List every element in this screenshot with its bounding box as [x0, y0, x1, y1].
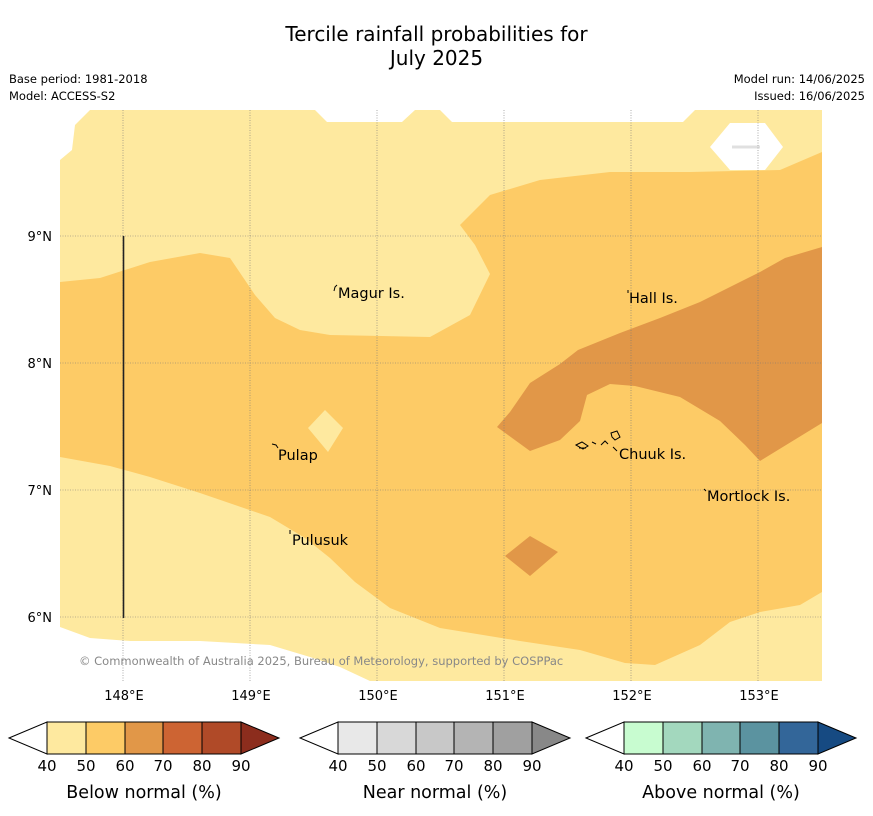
colorbar-segment — [453, 721, 494, 755]
region-no-signal-top — [440, 110, 695, 122]
colorbar-tick: 70 — [444, 757, 463, 775]
colorbar-below-normal: 40 50 60 70 80 90 Below normal (%) — [7, 721, 281, 803]
colorbar-tick: 50 — [76, 757, 95, 775]
colorbar-segment — [778, 721, 819, 755]
region-no-signal-top — [315, 110, 415, 122]
place-label-chuuk: Chuuk Is. — [619, 447, 686, 463]
x-tick-150e: 150°E — [358, 689, 398, 704]
colorbar-arrow-low — [7, 721, 48, 755]
region-no-signal-bottom — [60, 627, 370, 681]
place-label-pulusuk: Pulusuk — [292, 533, 349, 549]
x-tick-152e: 152°E — [612, 689, 652, 704]
colorbar-segment — [662, 721, 703, 755]
colorbar-caption: Near normal (%) — [363, 783, 508, 803]
colorbar-tick: 50 — [367, 757, 386, 775]
colorbar-tick: 70 — [730, 757, 749, 775]
probability-field: Magur Is. Hall Is. Pulap Chuuk Is. Mortl… — [60, 110, 822, 681]
colorbar-tick: 90 — [231, 757, 250, 775]
x-tick-151e: 151°E — [485, 689, 525, 704]
colorbar-above-normal: 40 50 60 70 80 90 Above normal (%) — [584, 721, 858, 803]
colorbar-tick: 40 — [614, 757, 633, 775]
model-name: Model: ACCESS-S2 — [9, 89, 116, 103]
x-tick-149e: 149°E — [231, 689, 271, 704]
copyright-notice: © Commonwealth of Australia 2025, Bureau… — [79, 654, 563, 668]
colorbar-tick: 60 — [692, 757, 711, 775]
model-info: Base period: 1981-2018 Model: ACCESS-S2 — [9, 71, 148, 105]
colorbar-segment — [415, 721, 455, 755]
y-axis-ticks: 9°N 8°N 7°N 6°N — [28, 230, 53, 626]
colorbar-tick: 80 — [483, 757, 502, 775]
colorbar-segment — [201, 721, 242, 755]
colorbar-near-normal: 40 50 60 70 80 90 Near normal (%) — [298, 721, 572, 803]
island-pulap-outline — [271, 443, 279, 449]
region-no-signal-top — [60, 110, 90, 160]
colorbar-segment — [701, 721, 741, 755]
colorbar-tick: 40 — [328, 757, 347, 775]
island-chuuk-outline — [574, 430, 621, 452]
colorbar-arrow-high — [817, 721, 858, 755]
y-tick-8n: 8°N — [28, 357, 53, 372]
graticule — [60, 110, 822, 681]
x-tick-148e: 148°E — [104, 689, 144, 704]
colorbar-segment — [85, 721, 126, 755]
colorbar-arrow-high — [531, 721, 572, 755]
place-label-mortlock: Mortlock Is. — [707, 489, 790, 505]
region-below-60-70-patch — [505, 536, 558, 576]
place-label-magur: Magur Is. — [338, 286, 405, 302]
colorbar-tick: 40 — [37, 757, 56, 775]
colorbar-segment — [623, 721, 664, 755]
map-title: Tercile rainfall probabilities for July … — [0, 22, 873, 70]
title-line-1: Tercile rainfall probabilities for — [285, 22, 588, 46]
colorbar-tick: 80 — [769, 757, 788, 775]
colorbar-arrow-high — [240, 721, 281, 755]
place-label-hall: Hall Is. — [629, 291, 678, 307]
island-outlines — [271, 284, 707, 534]
y-tick-9n: 9°N — [28, 230, 53, 245]
title-line-2: July 2025 — [389, 46, 484, 70]
region-below-60-70 — [497, 247, 822, 461]
colorbar-tick: 80 — [192, 757, 211, 775]
colorbar-arrow-low — [298, 721, 339, 755]
colorbar-segment — [376, 721, 417, 755]
colorbar-arrow-low — [584, 721, 625, 755]
island-magur-outline — [333, 284, 338, 292]
colorbar-tick: 70 — [153, 757, 172, 775]
base-period: Base period: 1981-2018 — [9, 72, 148, 86]
colorbar-tick: 60 — [115, 757, 134, 775]
model-run-date: Model run: 14/06/2025 — [733, 72, 865, 86]
run-info: Model run: 14/06/2025 Issued: 16/06/2025 — [734, 71, 865, 105]
colorbar-tick: 50 — [653, 757, 672, 775]
y-tick-7n: 7°N — [28, 484, 53, 499]
colorbar-caption: Above normal (%) — [642, 783, 800, 803]
colorbar-segment — [739, 721, 780, 755]
x-axis-ticks: 148°E 149°E 150°E 151°E 152°E 153°E — [104, 689, 779, 704]
colorbar-segment — [162, 721, 203, 755]
colorbar-tick: 60 — [406, 757, 425, 775]
colorbar-segment — [124, 721, 164, 755]
colorbar-caption: Below normal (%) — [66, 783, 221, 803]
colorbar-segment — [492, 721, 533, 755]
place-label-pulap: Pulap — [278, 448, 318, 464]
colorbar-tick: 90 — [522, 757, 541, 775]
region-below-50-60 — [60, 152, 822, 665]
region-below-40-50-patch — [308, 410, 343, 452]
colorbar-segment — [46, 721, 87, 755]
y-tick-6n: 6°N — [28, 611, 53, 626]
colorbar-tick: 90 — [808, 757, 827, 775]
colorbar-segment — [337, 721, 378, 755]
island-mortlock-outline — [703, 488, 707, 492]
issued-date: Issued: 16/06/2025 — [754, 89, 865, 103]
x-tick-153e: 153°E — [739, 689, 779, 704]
